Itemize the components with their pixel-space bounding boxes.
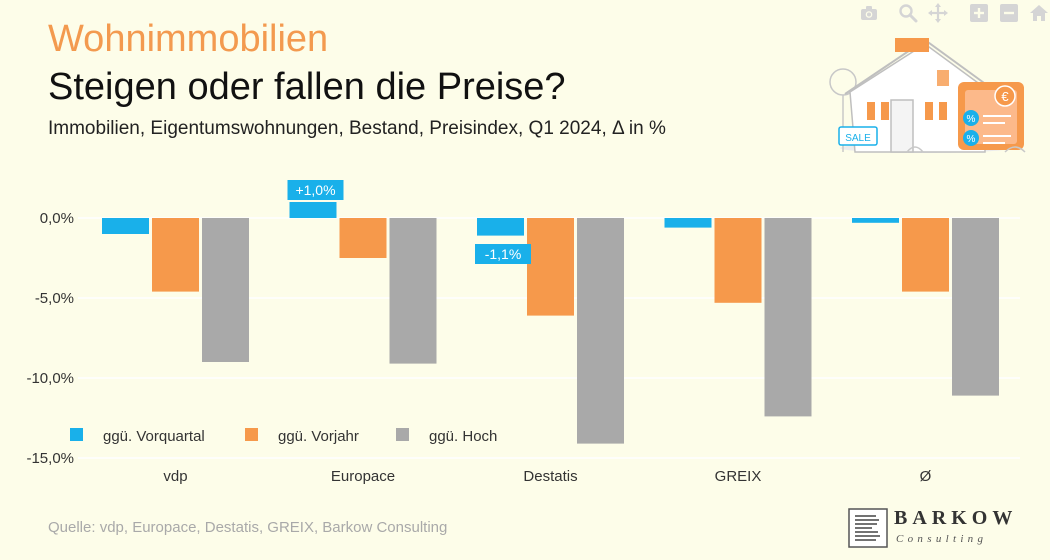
legend-swatch-2 <box>396 428 409 441</box>
bar-0-4 <box>852 218 899 223</box>
x-tick-label-2: Destatis <box>523 468 577 485</box>
bar-1-1 <box>339 218 387 258</box>
source-note: Quelle: vdp, Europace, Destatis, GREIX, … <box>48 519 448 536</box>
bar-1-4 <box>902 218 949 292</box>
bar-2-3 <box>764 218 812 417</box>
zoom-icon[interactable] <box>898 3 918 23</box>
bar-2-0 <box>202 218 249 362</box>
percent-badge-text-2: % <box>967 134 976 145</box>
data-label-0: +1,0% <box>295 182 335 198</box>
camera-icon[interactable] <box>859 3 879 23</box>
chart-subtitle: Immobilien, Eigentumswohnungen, Bestand,… <box>48 118 666 139</box>
logo-mark-icon <box>848 508 888 548</box>
bar-2-4 <box>952 218 999 396</box>
bar-2-2 <box>577 218 624 444</box>
chart-kicker: Wohnimmobilien <box>48 18 329 60</box>
legend-swatch-1 <box>245 428 258 441</box>
percent-badge-text-1: % <box>967 114 976 125</box>
home-icon[interactable] <box>1029 3 1049 23</box>
y-tick-label-2: -10,0% <box>26 370 74 387</box>
y-tick-label-0: 0,0% <box>40 210 74 227</box>
x-tick-label-1: Europace <box>331 468 395 485</box>
y-tick-label-1: -5,0% <box>35 290 74 307</box>
bar-0-2 <box>477 218 524 236</box>
data-label-1: -1,1% <box>485 246 522 262</box>
y-tick-label-3: -15,0% <box>26 450 74 467</box>
bar-0-0 <box>102 218 149 234</box>
bar-1-0 <box>152 218 199 292</box>
bar-1-2 <box>527 218 574 316</box>
legend-swatch-0 <box>70 428 83 441</box>
sale-sign-text: SALE <box>845 133 871 144</box>
legend-label-1: ggü. Vorjahr <box>278 428 359 445</box>
bar-0-1 <box>289 202 337 218</box>
x-tick-label-4: Ø <box>920 468 932 485</box>
data-label-box-1 <box>475 244 531 264</box>
euro-coin-text: € <box>1001 89 1009 104</box>
bar-2-1 <box>389 218 437 364</box>
chart-toolbar <box>855 0 1050 24</box>
chart-title: Steigen oder fallen die Preise? <box>48 66 566 108</box>
house-illustration: SALE € % % <box>829 38 1026 153</box>
zoom-in-icon[interactable] <box>969 3 989 23</box>
data-label-box-0 <box>287 180 344 200</box>
logo-name: BARKOW <box>894 507 1018 529</box>
barkow-logo: BARKOW Consulting <box>848 506 1028 550</box>
x-tick-label-0: vdp <box>163 468 187 485</box>
x-tick-label-3: GREIX <box>715 468 762 485</box>
bar-1-3 <box>714 218 762 303</box>
pan-icon[interactable] <box>928 3 948 23</box>
legend-label-0: ggü. Vorquartal <box>103 428 205 445</box>
logo-subtitle: Consulting <box>896 533 988 545</box>
legend-label-2: ggü. Hoch <box>429 428 497 445</box>
bar-0-3 <box>664 218 712 228</box>
zoom-out-icon[interactable] <box>999 3 1019 23</box>
